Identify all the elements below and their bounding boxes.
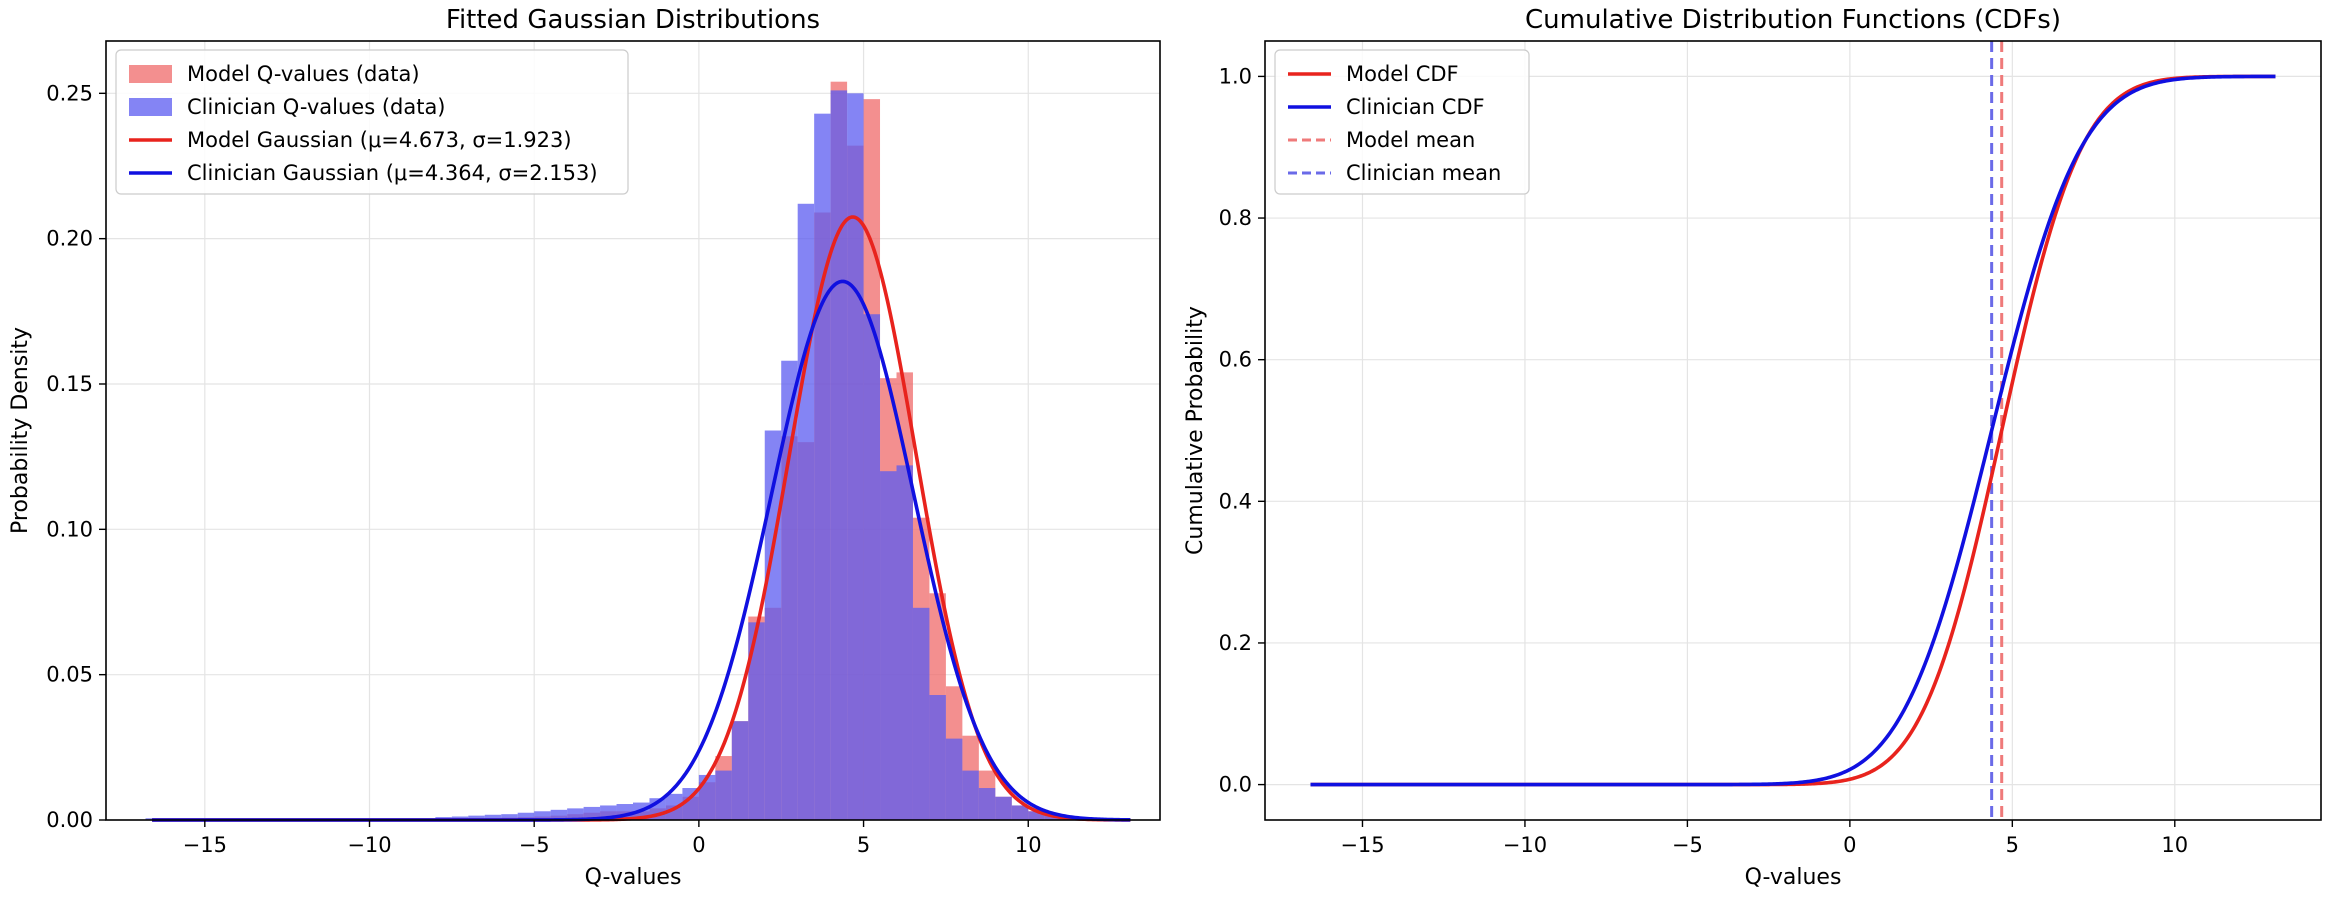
chart-legend: Model CDF Clinician CDF Model mean Clinicia… <box>1274 49 1530 195</box>
legend-label: Clinician Q-values (data) <box>187 95 446 119</box>
x-tick-label: −5 <box>519 833 550 857</box>
plot-frame <box>1264 40 2322 821</box>
chart-title: Fitted Gaussian Distributions <box>446 5 820 35</box>
y-tick-label: 0.10 <box>46 517 93 541</box>
histogram-bar <box>995 796 1012 820</box>
histogram-bar <box>748 622 765 820</box>
legend-swatch <box>129 98 172 116</box>
y-tick-label: 0.05 <box>46 663 93 687</box>
legend-box <box>1274 49 1530 195</box>
histogram-bar <box>880 471 897 820</box>
legend-label: Clinician CDF <box>1346 95 1485 119</box>
histogram-bar <box>929 695 946 820</box>
chart-title: Cumulative Distribution Functions (CDFs) <box>1525 5 2061 35</box>
histogram-bar <box>484 814 502 820</box>
histogram-bar <box>731 721 749 820</box>
histogram-bar <box>698 774 716 820</box>
histogram-bar <box>962 770 979 820</box>
plot-frame <box>105 40 1161 821</box>
y-tick-label: 0.4 <box>1219 489 1252 513</box>
legend-label: Model mean <box>1346 128 1475 152</box>
histogram-bar <box>715 770 732 820</box>
x-tick-label: −15 <box>1340 833 1384 857</box>
histogram-bar <box>847 93 864 820</box>
x-tick-label: 10 <box>2161 833 2188 857</box>
x-axis-label: Q-values <box>585 865 682 890</box>
histogram-bar <box>830 90 848 820</box>
chart-legend: Model Q-values (data) Clinician Q-values … <box>115 49 629 195</box>
legend-swatch <box>129 65 172 83</box>
x-tick-label: −10 <box>347 833 391 857</box>
histogram-bar <box>912 607 930 820</box>
histogram-bar <box>896 465 913 820</box>
gaussian-chart: Fitted Gaussian Distributions Q-values P… <box>8 5 1161 890</box>
legend-label: Clinician mean <box>1346 161 1501 185</box>
histogram-bar <box>814 113 831 820</box>
legend-label: Model Gaussian (μ=4.673, σ=1.923) <box>187 128 572 152</box>
histogram-bar <box>501 814 518 820</box>
y-tick-label: 0.00 <box>46 808 93 832</box>
legend-box <box>115 49 629 195</box>
cdf-chart: Cumulative Distribution Functions (CDFs)… <box>1183 5 2322 890</box>
x-tick-label: −5 <box>1672 833 1703 857</box>
x-tick-label: −10 <box>1503 833 1547 857</box>
x-tick-label: 5 <box>2006 833 2019 857</box>
y-axis-label: Cumulative Probability <box>1183 306 1208 555</box>
x-axis-label: Q-values <box>1745 865 1842 890</box>
histogram-bar <box>978 788 996 820</box>
histogram-bar <box>550 809 568 820</box>
x-tick-label: 0 <box>1843 833 1856 857</box>
histogram-bar <box>945 738 963 820</box>
legend-label: Model Q-values (data) <box>187 62 420 86</box>
y-tick-label: 0.0 <box>1219 773 1252 797</box>
histogram-bar <box>468 815 485 820</box>
legend-label: Clinician Gaussian (μ=4.364, σ=2.153) <box>187 161 598 185</box>
y-tick-label: 0.25 <box>46 81 93 105</box>
y-tick-label: 0.8 <box>1219 206 1252 230</box>
y-tick-label: 0.6 <box>1219 348 1252 372</box>
y-tick-label: 0.20 <box>46 227 93 251</box>
y-tick-label: 0.2 <box>1219 631 1252 655</box>
x-tick-label: 0 <box>692 833 705 857</box>
y-tick-label: 1.0 <box>1219 64 1252 88</box>
histogram-bar <box>1028 811 1045 820</box>
x-tick-label: −15 <box>183 833 227 857</box>
histogram-bar <box>517 812 535 820</box>
x-tick-label: 5 <box>857 833 870 857</box>
histogram-bar <box>534 811 551 820</box>
histogram-bar <box>567 808 584 820</box>
y-tick-label: 0.15 <box>46 372 93 396</box>
legend-label: Model CDF <box>1346 62 1459 86</box>
histogram-bar <box>682 788 699 820</box>
histogram-bar <box>797 203 815 820</box>
cdf-curve <box>1310 74 2276 787</box>
x-tick-label: 10 <box>1015 833 1042 857</box>
histogram-bar <box>863 314 881 820</box>
y-axis-label: Probability Density <box>8 327 33 534</box>
histogram-bar <box>583 806 601 820</box>
histogram-bar <box>1011 805 1029 820</box>
